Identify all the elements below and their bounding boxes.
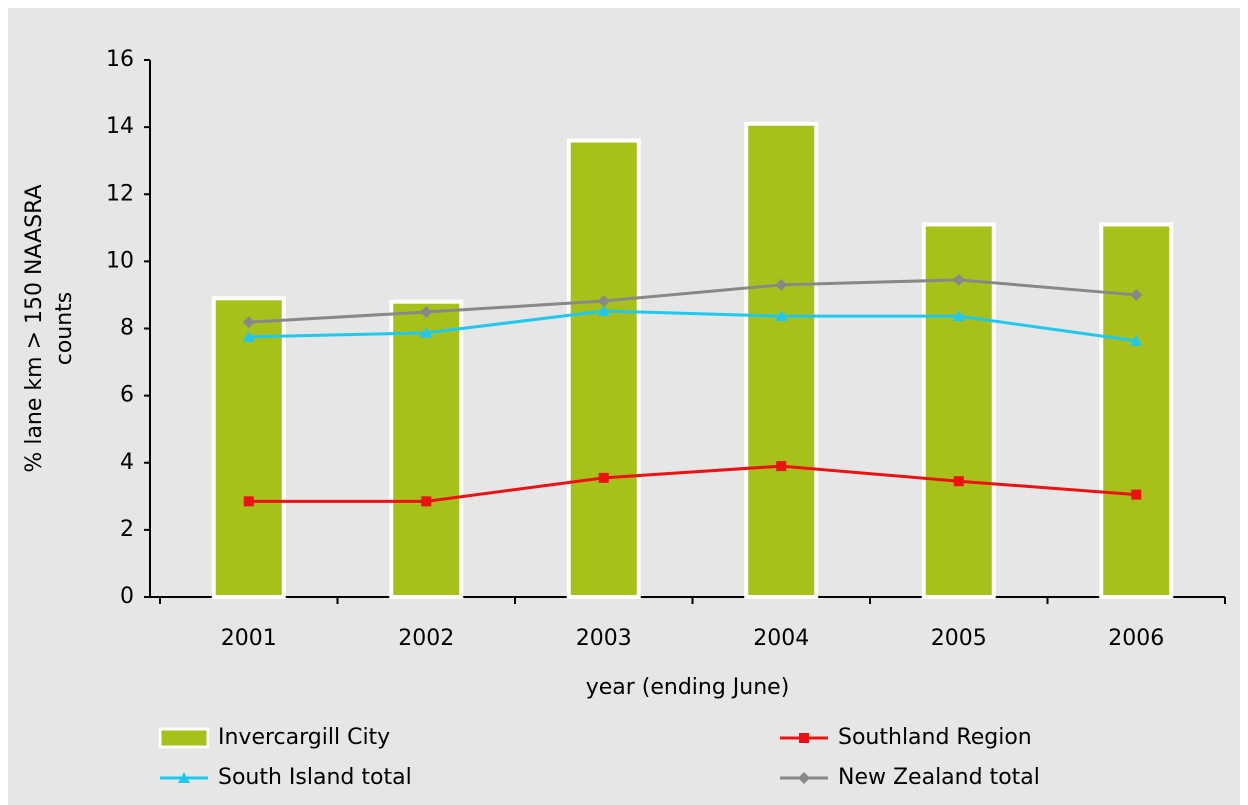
marker [953,476,964,487]
x-tick-label: 2004 [753,626,809,651]
legend-label: South Island total [218,765,412,790]
y-tick-label: 6 [120,383,134,408]
bar [211,296,286,599]
marker [420,306,433,319]
y-axis-title: % lane km > 150 NAASRA counts [22,184,77,472]
y-tick-label: 0 [120,584,134,609]
marker [242,316,255,329]
legend-label: Southland Region [838,725,1032,750]
y-tick-label: 12 [106,181,134,206]
marker [242,330,255,342]
x-tick-label: 2003 [576,626,632,651]
marker [798,772,810,784]
bar [566,138,641,600]
y-axis-title-line: counts [52,292,77,366]
x-axis-title: year (ending June) [586,675,790,700]
marker [598,472,609,483]
marker [1130,288,1143,301]
bar [389,299,464,599]
marker [952,310,965,322]
legend-swatch [158,727,210,749]
line [248,309,1137,343]
marker [597,305,610,317]
x-tick-label: 2002 [398,626,454,651]
x-tick-label: 2005 [931,626,987,651]
marker [420,326,433,338]
bar [744,121,819,600]
x-tick-label: 2001 [221,626,277,651]
marker [799,733,809,743]
legend-label: New Zealand total [838,765,1040,790]
legend-label: Invercargill City [218,725,390,750]
y-tick-label: 14 [106,114,134,139]
marker [421,496,432,507]
marker [776,461,787,472]
marker [775,278,788,291]
line [248,278,1137,324]
marker [1131,489,1142,500]
marker [775,310,788,322]
y-tick-label: 10 [106,248,134,273]
y-tick-label: 16 [106,47,134,72]
bar [921,222,996,600]
marker [243,496,254,507]
y-tick-label: 8 [120,316,134,341]
marker [1130,334,1143,346]
line [248,464,1137,503]
y-tick-label: 2 [120,517,134,542]
x-tick-label: 2006 [1108,626,1164,651]
marker [597,294,610,307]
bar [1099,222,1174,600]
y-tick-label: 4 [120,450,134,475]
marker [952,273,965,286]
y-axis-title-line: % lane km > 150 NAASRA [22,184,47,472]
marker [178,772,190,783]
